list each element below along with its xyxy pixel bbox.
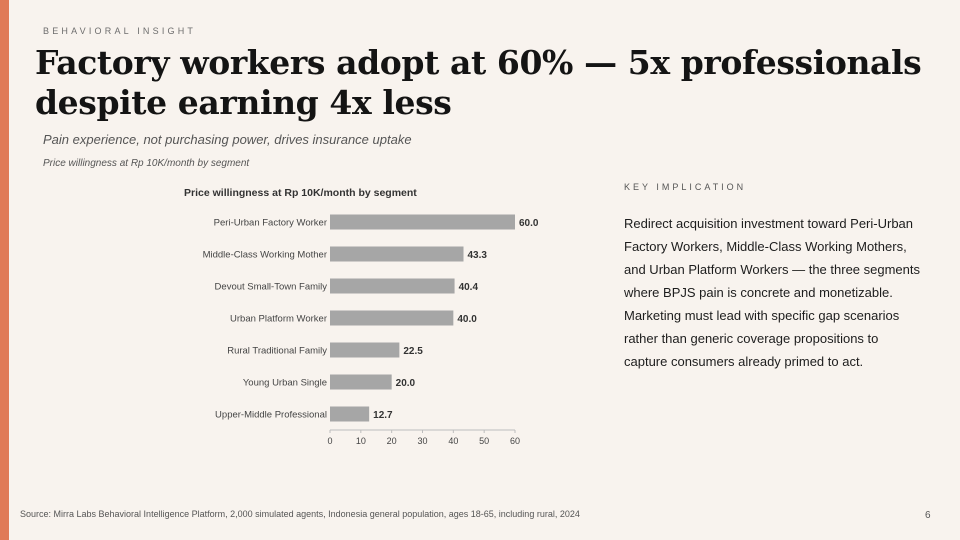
eyebrow-label: BEHAVIORAL INSIGHT [43,26,197,36]
bar [330,214,515,230]
bar [330,406,370,422]
x-tick-label: 30 [417,436,427,446]
value-label: 12.7 [373,410,393,421]
x-tick-label: 50 [479,436,489,446]
x-tick-label: 60 [510,436,520,446]
x-tick-label: 10 [356,436,366,446]
bar [330,374,392,390]
bar [330,310,454,326]
value-label: 22.5 [403,346,423,357]
bar [330,342,400,358]
implication-body: Redirect acquisition investment toward P… [624,216,920,369]
chart-title: Price willingness at Rp 10K/month by seg… [184,187,417,199]
page-number: 6 [925,510,931,521]
category-label: Middle-Class Working Mother [203,250,327,261]
category-label: Young Urban Single [243,378,327,389]
x-tick-label: 0 [327,436,332,446]
slide-subtitle: Pain experience, not purchasing power, d… [43,132,412,147]
chart-caption: Price willingness at Rp 10K/month by seg… [43,158,250,169]
value-label: 40.0 [457,314,477,325]
value-label: 60.0 [519,218,539,229]
category-label: Urban Platform Worker [230,314,327,325]
x-tick-label: 20 [387,436,397,446]
category-label: Devout Small-Town Family [215,282,328,293]
category-label: Peri-Urban Factory Worker [214,218,327,229]
bar-chart: Price willingness at Rp 10K/month by seg… [184,187,539,446]
category-label: Upper-Middle Professional [215,410,327,421]
slide-title: Factory workers adopt at 60% — 5x profes… [35,43,922,122]
bar [330,246,464,262]
value-label: 40.4 [459,282,479,293]
bar [330,278,455,294]
value-label: 20.0 [396,378,416,389]
accent-bar [0,0,9,540]
implication-label: KEY IMPLICATION [624,182,747,192]
chart-marks: Peri-Urban Factory Worker 60.0 Middle-Clas… [203,214,539,446]
category-label: Rural Traditional Family [227,346,327,357]
value-label: 43.3 [468,250,488,261]
x-tick-label: 40 [448,436,458,446]
source-note: Source: Mirra Labs Behavioral Intelligen… [20,509,580,519]
